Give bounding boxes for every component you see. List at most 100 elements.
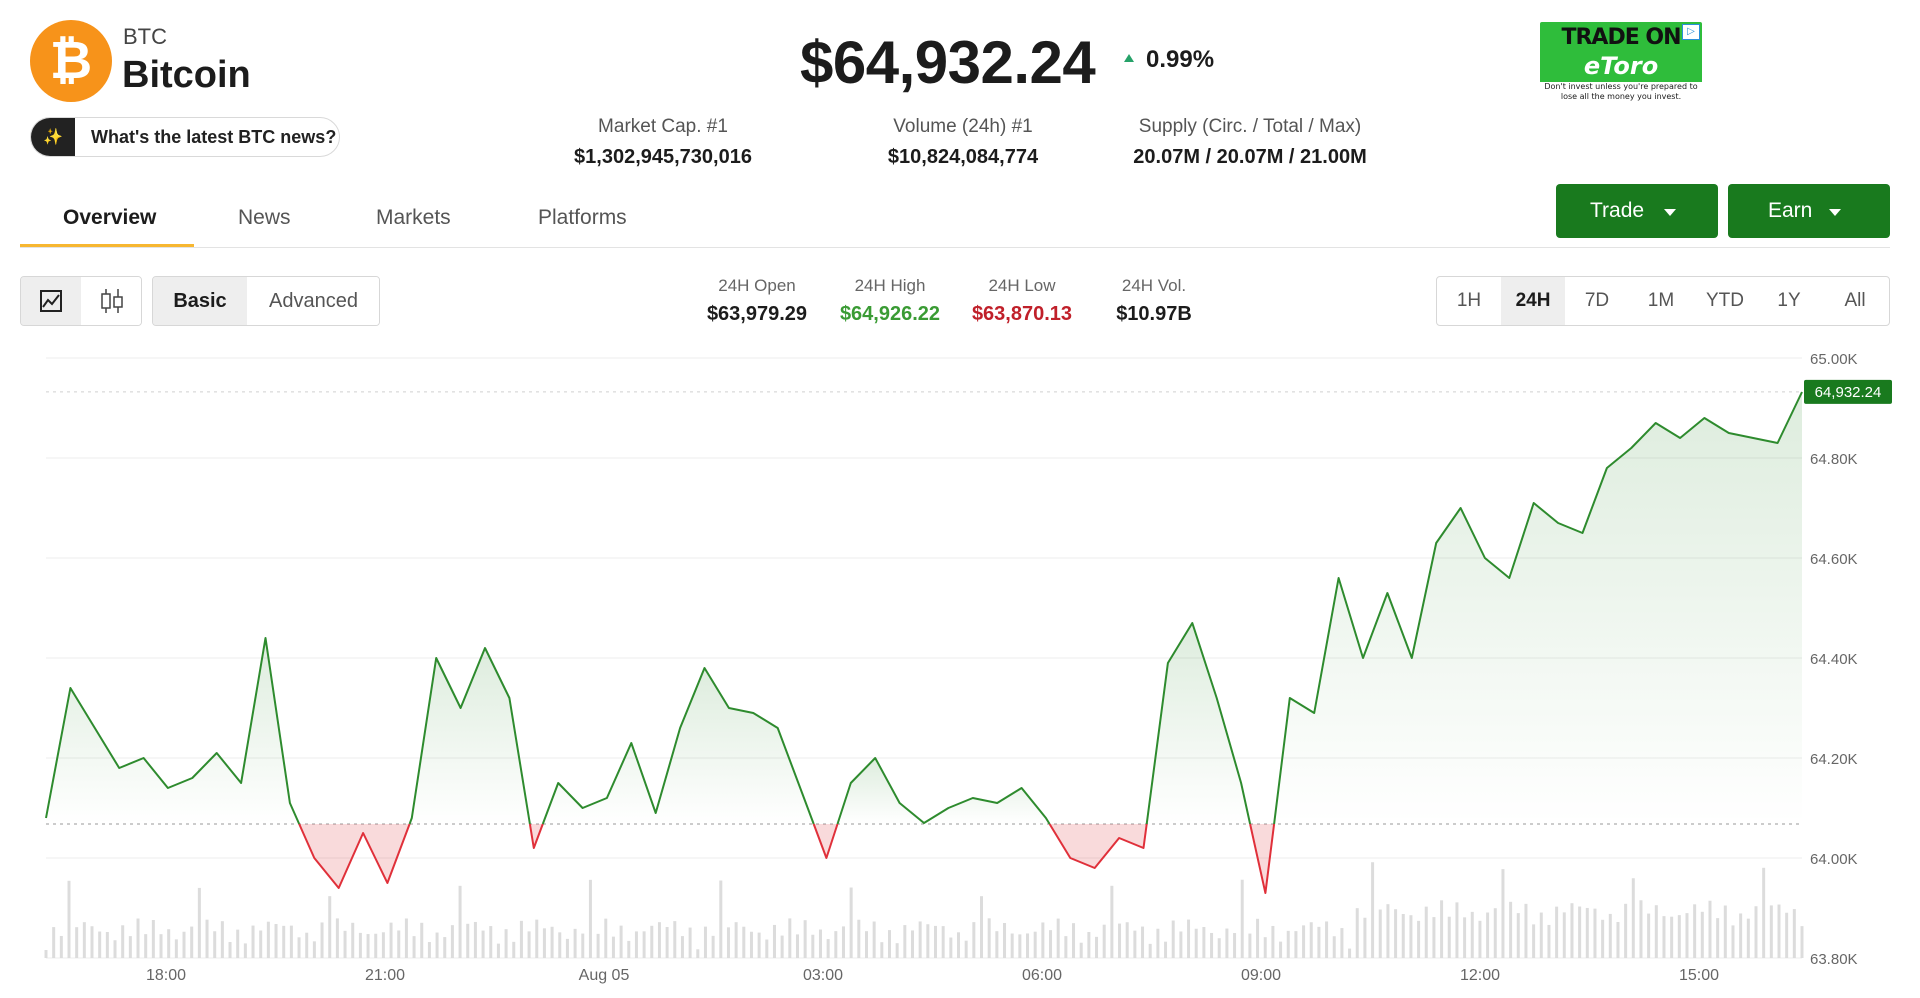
range-1m[interactable]: 1M — [1647, 290, 1675, 311]
volume-bar — [1240, 879, 1244, 958]
volume-bar — [1762, 867, 1766, 958]
volume-bar — [1593, 908, 1597, 958]
volume-bar — [964, 940, 968, 958]
latest-news-label: What's the latest BTC news? — [91, 127, 337, 147]
volume-bar — [949, 937, 953, 958]
volume-bar — [611, 936, 615, 958]
volume-bar — [811, 934, 815, 958]
volume-bar — [1578, 906, 1582, 958]
volume-bar — [274, 924, 278, 958]
volume-bar — [351, 922, 355, 958]
candlestick-button[interactable] — [82, 277, 141, 325]
line-chart-button[interactable] — [21, 277, 81, 325]
volume-bar — [926, 924, 930, 958]
volume-bar — [1601, 919, 1605, 958]
volume-bar — [328, 896, 332, 958]
volume-bar — [136, 918, 140, 958]
volume-bar — [473, 921, 477, 958]
x-tick-label: 12:00 — [1460, 967, 1500, 984]
supply-label: Supply (Circ. / Total / Max) — [1138, 116, 1362, 137]
down-area — [299, 824, 410, 888]
volume-bar — [1125, 922, 1129, 958]
market-cap-label: Market Cap. #1 — [598, 116, 728, 137]
vol-label: 24H Vol. — [1121, 276, 1187, 295]
volume-bar — [1647, 913, 1651, 958]
range-1h[interactable]: 1H — [1456, 290, 1482, 311]
volume-bar — [1210, 932, 1214, 958]
volume-bar — [90, 926, 94, 958]
basic-mode-button[interactable]: Basic — [153, 277, 247, 325]
tab-platforms[interactable]: Platforms — [538, 206, 627, 229]
volume-bar — [305, 932, 309, 958]
chevron-down-icon — [1664, 209, 1676, 216]
volume-bar — [397, 930, 401, 958]
ad-disclaimer: Don't invest unless you're prepared to l… — [1540, 82, 1702, 104]
volume-bar — [159, 934, 163, 958]
volume-bar — [1102, 924, 1106, 958]
volume-bar — [1118, 923, 1122, 958]
volume-bar — [213, 931, 217, 958]
etoro-ad-banner[interactable]: TRADE ON eToro Don't invest unless you'r… — [1540, 22, 1702, 104]
volume-bar — [381, 932, 385, 958]
volume-bar — [1355, 908, 1359, 958]
volume-bar — [872, 921, 876, 958]
volume-bar — [1141, 926, 1145, 958]
y-tick-label: 64.80K — [1810, 451, 1858, 468]
supply-value: 20.07M / 20.07M / 21.00M — [1133, 146, 1367, 168]
ad-choices-icon[interactable]: ▷ — [1682, 24, 1700, 40]
volume-bar — [895, 943, 899, 958]
volume-bar — [1631, 878, 1635, 958]
volume-bar — [1371, 862, 1375, 958]
volume-bar — [711, 935, 715, 958]
volume-bar — [1049, 930, 1053, 958]
volume-bar — [458, 885, 462, 958]
volume-bar — [1363, 917, 1367, 958]
range-ytd[interactable]: YTD — [1706, 290, 1744, 311]
volume-bar — [182, 931, 186, 958]
volume-bar — [151, 920, 155, 958]
volume-bar — [1509, 901, 1513, 958]
volume-bar — [941, 926, 945, 958]
range-24h[interactable]: 24H — [1501, 277, 1565, 325]
volume-bar — [52, 927, 56, 958]
earn-label: Earn — [1768, 199, 1813, 222]
volume-bar — [857, 919, 861, 958]
volume-bar — [995, 931, 999, 958]
advanced-mode-button[interactable]: Advanced — [248, 277, 379, 325]
volume-bar — [205, 919, 209, 958]
trade-button[interactable]: Trade — [1556, 184, 1718, 238]
earn-button[interactable]: Earn — [1728, 184, 1890, 238]
volume-bar — [788, 918, 792, 958]
volume-bar — [1217, 938, 1221, 958]
volume-bar — [489, 926, 493, 958]
tab-overview[interactable]: Overview — [63, 206, 157, 229]
volume-bar — [703, 926, 707, 958]
volume-bar — [320, 922, 324, 958]
latest-news-button[interactable]: ✨ What's the latest BTC news? — [30, 117, 340, 157]
volume-bar — [565, 938, 569, 958]
volume-bar — [75, 927, 79, 958]
tab-news[interactable]: News — [238, 206, 291, 229]
volume-bar — [1271, 925, 1275, 958]
price-line-up — [1273, 391, 1803, 825]
volume-bar — [1608, 913, 1612, 958]
volume-bar — [1463, 917, 1467, 958]
volume-bar — [1010, 933, 1014, 958]
range-all[interactable]: All — [1844, 290, 1866, 311]
range-7d[interactable]: 7D — [1584, 290, 1610, 311]
range-1y[interactable]: 1Y — [1777, 290, 1801, 311]
volume-bar — [527, 931, 531, 958]
volume-bar — [957, 932, 961, 958]
volume-bar — [374, 933, 378, 958]
volume-bar — [1194, 928, 1198, 958]
price-chart[interactable]: 65.00K 64.80K 64.60K 64.40K 64.20K 64.00K 63.8… — [0, 340, 1920, 998]
volume-bar — [98, 931, 102, 958]
x-tick-label: Aug 05 — [579, 967, 630, 984]
open-label: 24H Open — [718, 276, 796, 295]
ad-line2: eToro — [1583, 52, 1659, 80]
volume-bar — [910, 930, 914, 958]
volume-bar — [67, 880, 71, 958]
tab-markets[interactable]: Markets — [376, 206, 451, 229]
volume-bar — [1570, 903, 1574, 958]
volume-bar — [82, 922, 86, 958]
